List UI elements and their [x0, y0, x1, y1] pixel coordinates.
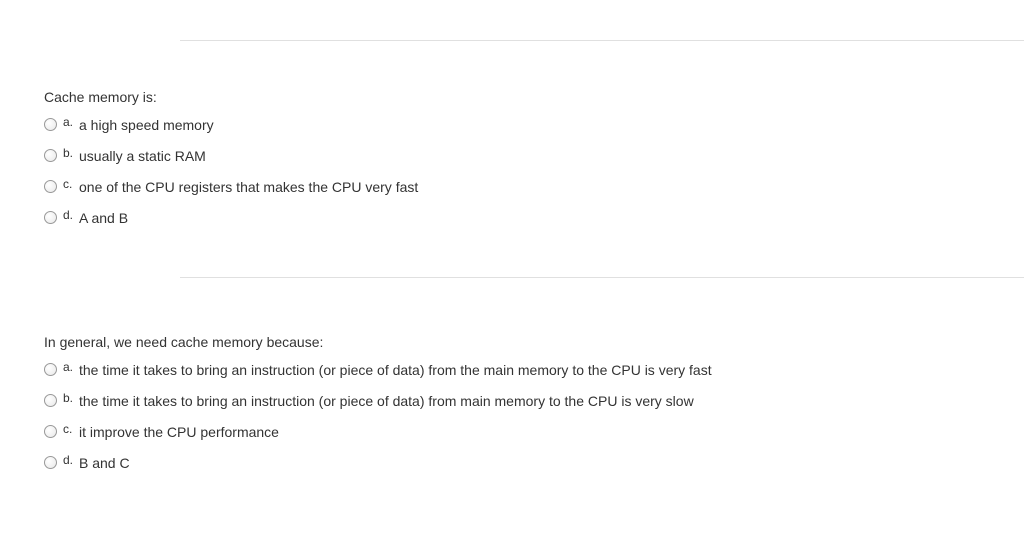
section-divider: [180, 277, 1024, 278]
option-letter: a.: [63, 358, 75, 376]
option-text: A and B: [79, 208, 128, 229]
radio-option-c[interactable]: [44, 180, 57, 193]
option-letter: c.: [63, 420, 75, 438]
option-row: a. the time it takes to bring an instruc…: [44, 360, 1004, 381]
option-text: usually a static RAM: [79, 146, 206, 167]
option-text: B and C: [79, 453, 130, 474]
option-row: c. it improve the CPU performance: [44, 422, 1004, 443]
option-text: the time it takes to bring an instructio…: [79, 360, 712, 381]
option-letter: d.: [63, 206, 75, 224]
option-letter: c.: [63, 175, 75, 193]
radio-option-d[interactable]: [44, 456, 57, 469]
question-block-2: In general, we need cache memory because…: [44, 334, 1004, 474]
question-prompt: Cache memory is:: [44, 89, 1004, 105]
option-row: b. the time it takes to bring an instruc…: [44, 391, 1004, 412]
question-prompt: In general, we need cache memory because…: [44, 334, 1004, 350]
option-row: b. usually a static RAM: [44, 146, 1004, 167]
radio-option-d[interactable]: [44, 211, 57, 224]
radio-option-a[interactable]: [44, 118, 57, 131]
section-divider: [180, 40, 1024, 41]
radio-option-b[interactable]: [44, 394, 57, 407]
option-row: d. B and C: [44, 453, 1004, 474]
option-letter: d.: [63, 451, 75, 469]
option-letter: a.: [63, 113, 75, 131]
option-text: it improve the CPU performance: [79, 422, 279, 443]
option-row: a. a high speed memory: [44, 115, 1004, 136]
option-row: c. one of the CPU registers that makes t…: [44, 177, 1004, 198]
radio-option-c[interactable]: [44, 425, 57, 438]
option-text: the time it takes to bring an instructio…: [79, 391, 694, 412]
question-block-1: Cache memory is: a. a high speed memory …: [44, 89, 1004, 229]
option-letter: b.: [63, 389, 75, 407]
radio-option-a[interactable]: [44, 363, 57, 376]
option-row: d. A and B: [44, 208, 1004, 229]
option-text: a high speed memory: [79, 115, 214, 136]
option-letter: b.: [63, 144, 75, 162]
option-text: one of the CPU registers that makes the …: [79, 177, 418, 198]
radio-option-b[interactable]: [44, 149, 57, 162]
